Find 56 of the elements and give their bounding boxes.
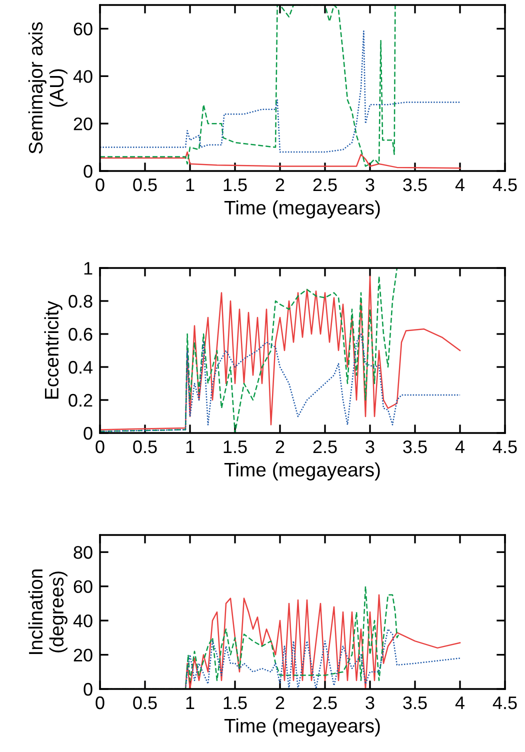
x-tick-label: 2 [276, 178, 284, 192]
x-tick-label: 3.5 [403, 178, 427, 192]
line-series [100, 333, 461, 432]
y-tick-label: 0 [84, 164, 92, 178]
y-tick-label: 60 [74, 580, 92, 594]
x-tick-label: 0.5 [133, 696, 157, 710]
y-tick-label: 80 [74, 546, 92, 559]
x-tick-label: 1.5 [224, 696, 247, 710]
x-tick-label: 4 [455, 178, 464, 192]
x-tick-label: 3.5 [403, 696, 427, 710]
y-tick-label: 0.8 [68, 294, 92, 308]
line-series [100, 30, 461, 153]
x-tick-label: 2.5 [313, 696, 337, 710]
y-tick-label: 1 [84, 262, 92, 275]
line-series [100, 5, 396, 167]
y-axis-title: Inclination (degrees) [28, 569, 68, 654]
x-tick-label: 1.5 [224, 440, 247, 454]
x-tick-label: 0 [96, 440, 104, 454]
y-tick-label: 20 [74, 118, 92, 130]
x-tick-label: 2 [276, 440, 284, 454]
y-tick-label: 20 [74, 648, 92, 662]
y-tick-label: 0.4 [68, 360, 93, 374]
x-tick-label: 2.5 [313, 440, 337, 454]
y-tick-label: 40 [73, 614, 92, 628]
x-tick-label: 1 [186, 696, 194, 710]
y-tick-label: 0 [84, 682, 92, 696]
y-tick-label: 40 [73, 70, 92, 83]
line-series [100, 276, 461, 430]
x-tick-label: 4.5 [492, 440, 517, 454]
x-tick-label: 0.5 [133, 440, 157, 454]
y-tick-label: 60 [74, 22, 92, 36]
x-tick-label: 3 [366, 178, 374, 192]
x-tick-label: 4 [455, 696, 464, 710]
x-tick-label: 1.5 [224, 178, 247, 192]
x-axis-title: Time (megayears) [224, 718, 380, 736]
x-tick-label: 2.5 [313, 178, 337, 192]
x-tick-label: 4 [455, 440, 464, 454]
x-tick-label: 0 [96, 178, 104, 192]
x-axis-title: Time (megayears) [224, 462, 380, 480]
x-axis-title: Time (megayears) [224, 200, 380, 218]
y-tick-label: 0.6 [68, 328, 92, 341]
x-tick-label: 1 [186, 178, 194, 192]
x-tick-label: 3.5 [403, 440, 427, 454]
x-tick-label: 0.5 [133, 178, 157, 192]
x-tick-label: 0 [96, 696, 104, 710]
x-tick-label: 2 [276, 696, 284, 710]
y-axis-title: Semimajor axis (AU) [28, 22, 68, 154]
x-tick-label: 3 [366, 696, 374, 710]
y-tick-label: 0 [84, 426, 92, 440]
x-tick-label: 4.5 [492, 178, 517, 192]
x-tick-label: 4.5 [492, 696, 517, 710]
x-tick-label: 1 [186, 440, 194, 454]
y-axis-title: Eccentricity [44, 300, 62, 399]
y-tick-label: 0.2 [68, 394, 92, 407]
x-tick-label: 3 [366, 440, 374, 454]
line-series [100, 151, 461, 169]
